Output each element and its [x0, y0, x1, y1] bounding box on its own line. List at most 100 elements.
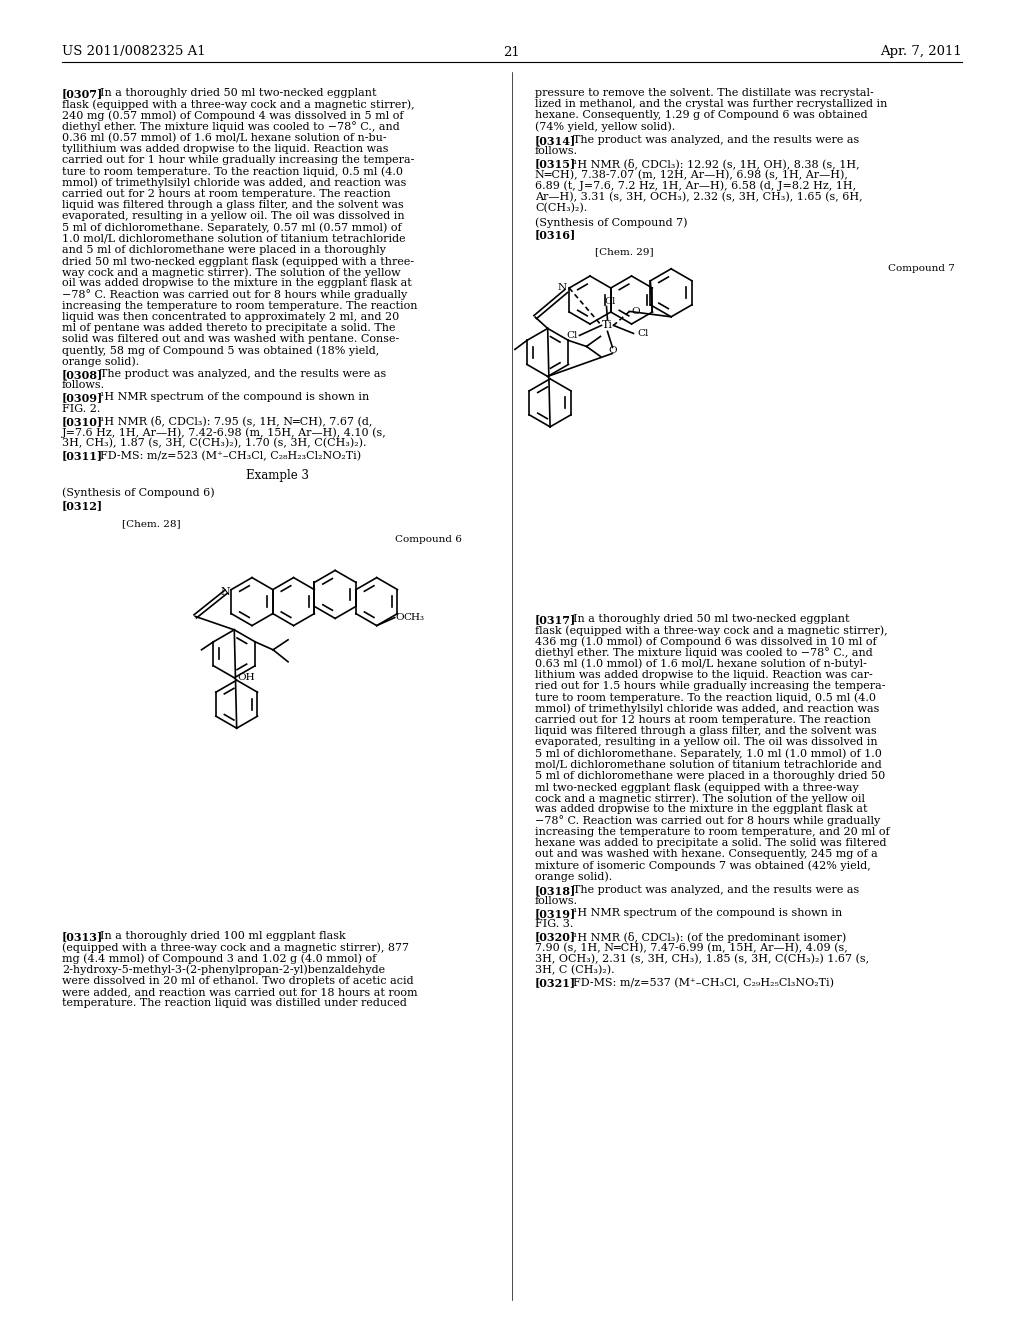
Text: ml two-necked eggplant flask (equipped with a three-way: ml two-necked eggplant flask (equipped w… [535, 781, 859, 792]
Text: mmol) of trimethylsilyl chloride was added, and reaction was: mmol) of trimethylsilyl chloride was add… [535, 704, 880, 714]
Text: Example 3: Example 3 [246, 469, 308, 482]
Text: CH₃: CH₃ [403, 612, 425, 622]
Text: were dissolved in 20 ml of ethanol. Two droplets of acetic acid: were dissolved in 20 ml of ethanol. Two … [62, 975, 414, 986]
Text: pressure to remove the solvent. The distillate was recrystal-: pressure to remove the solvent. The dist… [535, 88, 873, 98]
Text: O: O [395, 612, 404, 622]
Text: carried out for 2 hours at room temperature. The reaction: carried out for 2 hours at room temperat… [62, 189, 391, 199]
Text: increasing the temperature to room temperature. The reaction: increasing the temperature to room tempe… [62, 301, 418, 310]
Text: OH: OH [238, 673, 255, 682]
Text: [0319]: [0319] [535, 908, 577, 919]
Text: [0317]: [0317] [535, 614, 577, 624]
Text: flask (equipped with a three-way cock and a magnetic stirrer),: flask (equipped with a three-way cock an… [535, 626, 888, 636]
Text: ¹H NMR (δ, CDCl₃): 7.95 (s, 1H, N═CH), 7.67 (d,: ¹H NMR (δ, CDCl₃): 7.95 (s, 1H, N═CH), 7… [100, 416, 373, 426]
Text: 3H, CH₃), 1.87 (s, 3H, C(CH₃)₂), 1.70 (s, 3H, C(CH₃)₂).: 3H, CH₃), 1.87 (s, 3H, C(CH₃)₂), 1.70 (s… [62, 438, 367, 449]
Text: [0321]: [0321] [535, 977, 577, 989]
Text: liquid was then concentrated to approximately 2 ml, and 20: liquid was then concentrated to approxim… [62, 312, 399, 322]
Text: Cl: Cl [638, 329, 649, 338]
Text: [0316]: [0316] [535, 230, 577, 240]
Text: quently, 58 mg of Compound 5 was obtained (18% yield,: quently, 58 mg of Compound 5 was obtaine… [62, 346, 379, 356]
Text: 3H, OCH₃), 2.31 (s, 3H, CH₃), 1.85 (s, 3H, C(CH₃)₂) 1.67 (s,: 3H, OCH₃), 2.31 (s, 3H, CH₃), 1.85 (s, 3… [535, 954, 869, 965]
Text: dried 50 ml two-necked eggplant flask (equipped with a three-: dried 50 ml two-necked eggplant flask (e… [62, 256, 414, 267]
Text: J=7.6 Hz, 1H, Ar—H), 7.42-6.98 (m, 15H, Ar—H), 4.10 (s,: J=7.6 Hz, 1H, Ar—H), 7.42-6.98 (m, 15H, … [62, 426, 387, 437]
Text: evaporated, resulting in a yellow oil. The oil was dissolved in: evaporated, resulting in a yellow oil. T… [535, 737, 878, 747]
Text: 2-hydroxy-5-methyl-3-(2-phenylpropan-2-yl)benzaldehyde: 2-hydroxy-5-methyl-3-(2-phenylpropan-2-y… [62, 965, 385, 975]
Text: ml of pentane was added thereto to precipitate a solid. The: ml of pentane was added thereto to preci… [62, 323, 395, 333]
Text: ¹H NMR spectrum of the compound is shown in: ¹H NMR spectrum of the compound is shown… [100, 392, 370, 403]
Text: [0313]: [0313] [62, 931, 103, 942]
Text: increasing the temperature to room temperature, and 20 ml of: increasing the temperature to room tempe… [535, 826, 890, 837]
Text: diethyl ether. The mixture liquid was cooled to −78° C., and: diethyl ether. The mixture liquid was co… [535, 648, 872, 659]
Text: temperature. The reaction liquid was distilled under reduced: temperature. The reaction liquid was dis… [62, 998, 407, 1008]
Text: [0310]: [0310] [62, 416, 103, 426]
Text: [0312]: [0312] [62, 500, 103, 511]
Text: (Synthesis of Compound 7): (Synthesis of Compound 7) [535, 218, 687, 228]
Text: FD-MS: m/z=537 (M⁺–CH₃Cl, C₂₉H₂₅Cl₃NO₂Ti): FD-MS: m/z=537 (M⁺–CH₃Cl, C₂₉H₂₅Cl₃NO₂Ti… [573, 977, 834, 987]
Text: Cl: Cl [566, 331, 578, 341]
Text: The product was analyzed, and the results were as: The product was analyzed, and the result… [573, 135, 859, 145]
Text: solid was filtered out and was washed with pentane. Conse-: solid was filtered out and was washed wi… [62, 334, 399, 345]
Text: Apr. 7, 2011: Apr. 7, 2011 [881, 45, 962, 58]
Text: [0307]: [0307] [62, 88, 103, 99]
Text: In a thoroughly dried 50 ml two-necked eggplant: In a thoroughly dried 50 ml two-necked e… [100, 88, 377, 98]
Text: orange solid).: orange solid). [62, 356, 139, 367]
Text: carried out for 12 hours at room temperature. The reaction: carried out for 12 hours at room tempera… [535, 715, 870, 725]
Text: [0320]: [0320] [535, 932, 577, 942]
Text: out and was washed with hexane. Consequently, 245 mg of a: out and was washed with hexane. Conseque… [535, 849, 878, 859]
Text: hexane was added to precipitate a solid. The solid was filtered: hexane was added to precipitate a solid.… [535, 838, 887, 847]
Text: (Synthesis of Compound 6): (Synthesis of Compound 6) [62, 488, 215, 499]
Text: ¹H NMR (δ, CDCl₃): 12.92 (s, 1H, OH), 8.38 (s, 1H,: ¹H NMR (δ, CDCl₃): 12.92 (s, 1H, OH), 8.… [573, 158, 859, 169]
Text: Compound 6: Compound 6 [395, 536, 462, 544]
Text: 3H, C (CH₃)₂).: 3H, C (CH₃)₂). [535, 965, 614, 975]
Text: [0318]: [0318] [535, 884, 577, 896]
Text: 5 ml of dichloromethane. Separately, 1.0 ml (1.0 mmol) of 1.0: 5 ml of dichloromethane. Separately, 1.0… [535, 748, 882, 759]
Text: 1.0 mol/L dichloromethane solution of titanium tetrachloride: 1.0 mol/L dichloromethane solution of ti… [62, 234, 406, 244]
Text: ture to room temperature. To the reaction liquid, 0.5 ml (4.0: ture to room temperature. To the reactio… [62, 166, 403, 177]
Text: mg (4.4 mmol) of Compound 3 and 1.02 g (4.0 mmol) of: mg (4.4 mmol) of Compound 3 and 1.02 g (… [62, 953, 376, 964]
Text: FIG. 2.: FIG. 2. [62, 404, 100, 413]
Text: carried out for 1 hour while gradually increasing the tempera-: carried out for 1 hour while gradually i… [62, 156, 415, 165]
Text: 21: 21 [504, 45, 520, 58]
Text: liquid was filtered through a glass filter, and the solvent was: liquid was filtered through a glass filt… [62, 201, 403, 210]
Text: (74% yield, yellow solid).: (74% yield, yellow solid). [535, 121, 675, 132]
Text: 5 ml of dichloromethane. Separately, 0.57 ml (0.57 mmol) of: 5 ml of dichloromethane. Separately, 0.5… [62, 222, 401, 232]
Text: mol/L dichloromethane solution of titanium tetrachloride and: mol/L dichloromethane solution of titani… [535, 759, 882, 770]
Text: were added, and reaction was carried out for 18 hours at room: were added, and reaction was carried out… [62, 987, 418, 997]
Text: mixture of isomeric Compounds 7 was obtained (42% yield,: mixture of isomeric Compounds 7 was obta… [535, 861, 870, 871]
Text: [0314]: [0314] [535, 135, 577, 145]
Text: N: N [220, 586, 230, 597]
Text: C(CH₃)₂).: C(CH₃)₂). [535, 203, 587, 214]
Text: FIG. 3.: FIG. 3. [535, 920, 573, 929]
Text: [Chem. 29]: [Chem. 29] [595, 248, 653, 256]
Text: evaporated, resulting in a yellow oil. The oil was dissolved in: evaporated, resulting in a yellow oil. T… [62, 211, 404, 222]
Text: The product was analyzed, and the results were as: The product was analyzed, and the result… [573, 884, 859, 895]
Text: O: O [632, 308, 640, 315]
Text: ried out for 1.5 hours while gradually increasing the tempera-: ried out for 1.5 hours while gradually i… [535, 681, 886, 692]
Text: The product was analyzed, and the results were as: The product was analyzed, and the result… [100, 370, 386, 379]
Text: 7.90 (s, 1H, N═CH), 7.47-6.99 (m, 15H, Ar—H), 4.09 (s,: 7.90 (s, 1H, N═CH), 7.47-6.99 (m, 15H, A… [535, 942, 848, 953]
Text: Compound 7: Compound 7 [888, 264, 955, 273]
Text: N═CH), 7.38-7.07 (m, 12H, Ar—H), 6.98 (s, 1H, Ar—H),: N═CH), 7.38-7.07 (m, 12H, Ar—H), 6.98 (s… [535, 169, 848, 180]
Text: was added dropwise to the mixture in the eggplant flask at: was added dropwise to the mixture in the… [535, 804, 867, 814]
Text: FD-MS: m/z=523 (M⁺–CH₃Cl, C₂₈H₂₃Cl₂NO₂Ti): FD-MS: m/z=523 (M⁺–CH₃Cl, C₂₈H₂₃Cl₂NO₂Ti… [100, 450, 361, 461]
Text: [Chem. 28]: [Chem. 28] [122, 519, 180, 528]
Text: −78° C. Reaction was carried out for 8 hours while gradually: −78° C. Reaction was carried out for 8 h… [62, 289, 408, 301]
Text: 6.89 (t, J=7.6, 7.2 Hz, 1H, Ar—H), 6.58 (d, J=8.2 Hz, 1H,: 6.89 (t, J=7.6, 7.2 Hz, 1H, Ar—H), 6.58 … [535, 181, 856, 191]
Text: hexane. Consequently, 1.29 g of Compound 6 was obtained: hexane. Consequently, 1.29 g of Compound… [535, 111, 867, 120]
Text: [0309]: [0309] [62, 392, 103, 404]
Text: US 2011/0082325 A1: US 2011/0082325 A1 [62, 45, 206, 58]
Text: mmol) of trimethylsilyl chloride was added, and reaction was: mmol) of trimethylsilyl chloride was add… [62, 178, 407, 189]
Text: diethyl ether. The mixture liquid was cooled to −78° C., and: diethyl ether. The mixture liquid was co… [62, 121, 399, 132]
Text: [0308]: [0308] [62, 370, 103, 380]
Text: orange solid).: orange solid). [535, 871, 612, 882]
Text: Cl: Cl [604, 297, 615, 306]
Text: follows.: follows. [62, 380, 105, 391]
Text: ¹H NMR spectrum of the compound is shown in: ¹H NMR spectrum of the compound is shown… [573, 908, 843, 919]
Text: lized in methanol, and the crystal was further recrystallized in: lized in methanol, and the crystal was f… [535, 99, 888, 110]
Text: ture to room temperature. To the reaction liquid, 0.5 ml (4.0: ture to room temperature. To the reactio… [535, 693, 876, 704]
Text: 0.63 ml (1.0 mmol) of 1.6 mol/L hexane solution of n-butyl-: 0.63 ml (1.0 mmol) of 1.6 mol/L hexane s… [535, 659, 867, 669]
Text: lithium was added dropwise to the liquid. Reaction was car-: lithium was added dropwise to the liquid… [535, 671, 872, 680]
Text: cock and a magnetic stirrer). The solution of the yellow oil: cock and a magnetic stirrer). The soluti… [535, 793, 865, 804]
Text: Ar—H), 3.31 (s, 3H, OCH₃), 2.32 (s, 3H, CH₃), 1.65 (s, 6H,: Ar—H), 3.31 (s, 3H, OCH₃), 2.32 (s, 3H, … [535, 191, 862, 202]
Text: tyllithium was added dropwise to the liquid. Reaction was: tyllithium was added dropwise to the liq… [62, 144, 388, 154]
Text: In a thoroughly dried 50 ml two-necked eggplant: In a thoroughly dried 50 ml two-necked e… [573, 614, 850, 624]
